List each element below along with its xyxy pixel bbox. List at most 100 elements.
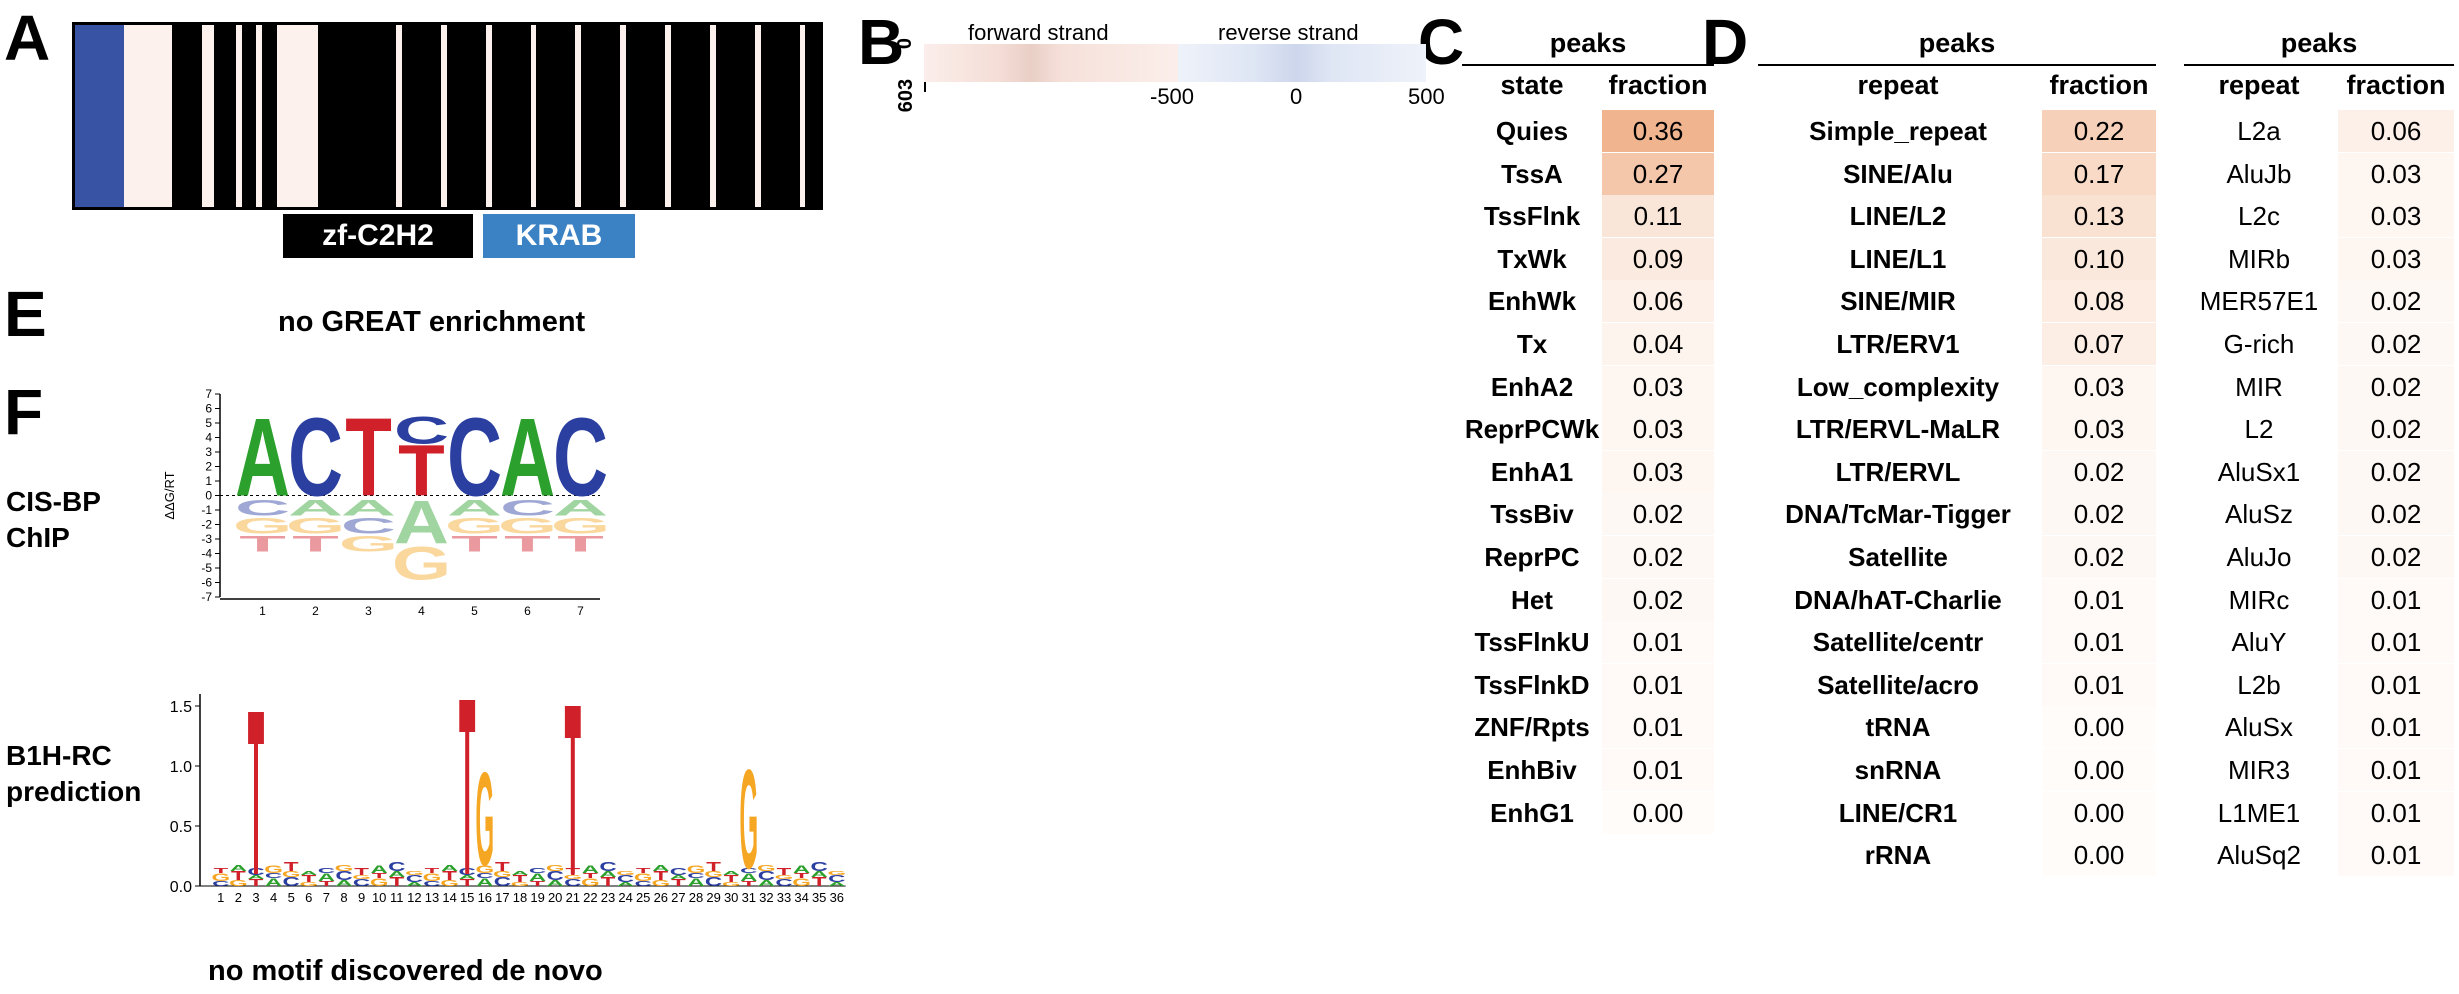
repeat-family-row: G-rich 0.02	[2184, 323, 2454, 365]
repeat-class-row-value: 0.03	[2042, 365, 2156, 408]
cisbp-letter-negative: G	[233, 513, 292, 538]
state-row: EnhA1 0.03	[1462, 450, 1714, 493]
repeat-class-row-label: Low_complexity	[1796, 371, 2000, 402]
state-row-label: TssBiv	[1490, 499, 1574, 530]
b1h-letter: A	[723, 870, 741, 876]
b1h-letter: A	[599, 870, 616, 879]
repeat-class-row-label: Simple_repeat	[1809, 116, 1987, 146]
domain-segment	[715, 25, 755, 207]
b1h-letter: C	[265, 872, 283, 880]
repeat-class-row: DNA/TcMar-Tigger 0.02	[1758, 493, 2156, 536]
repeat-family-row-value: 0.01	[2338, 834, 2454, 877]
b1h-x-tick-label: 18	[513, 890, 527, 905]
b1h-letter: T	[301, 873, 316, 884]
repeat-class-row: Satellite/acro 0.01	[1758, 663, 2156, 706]
repeat-family-row-label: MIRb	[2227, 243, 2291, 274]
panel-letter-b: B	[858, 6, 905, 78]
domain-segment	[670, 25, 710, 207]
panel-letter-f: F	[4, 376, 44, 448]
state-row-label: Het	[1511, 584, 1553, 615]
repeat-family-row-value: 0.02	[2338, 493, 2454, 536]
state-row-label: Quies	[1495, 116, 1569, 146]
repeat-class-row-value: 0.07	[2042, 323, 2156, 365]
heatmap-y-bottom: 603	[895, 78, 918, 113]
repeat-family-row-label: MIR	[2235, 371, 2283, 402]
state-row: EnhA2 0.03	[1462, 365, 1714, 408]
b1h-letter: G	[352, 874, 371, 880]
domain-segment	[75, 25, 124, 207]
repeat-family-row-value: 0.02	[2338, 408, 2454, 451]
repeat-class-row-label: DNA/TcMar-Tigger	[1785, 499, 2011, 530]
cisbp-motif-logo: 76543210-1-2-3-4-5-6-7ΔΔG/RT1ACGT2CAGT3T…	[162, 387, 610, 618]
b1h-letter: C	[617, 873, 634, 884]
repeat-class-row: tRNA 0.00	[1758, 706, 2156, 749]
panel-letter-d: D	[1702, 6, 1749, 78]
b1h-letter: C	[599, 861, 617, 875]
cisbp-y-tick-label: 3	[205, 445, 212, 459]
repeat-family-row: AluSz 0.02	[2184, 493, 2454, 536]
b1h-x-tick-label: 22	[583, 890, 597, 905]
repeat-class-row-value: 0.02	[2042, 450, 2156, 493]
reverse-strand-label: reverse strand	[1218, 20, 1359, 45]
cisbp-letter-negative: A	[394, 488, 449, 557]
repeat-family-row-value: 0.01	[2338, 621, 2454, 664]
b1h-letter: C	[406, 873, 423, 884]
b1h-x-tick-label: 20	[548, 890, 562, 905]
repeat-family-row: L2 0.02	[2184, 408, 2454, 451]
state-row-value: 0.03	[1602, 450, 1714, 493]
domain-segment	[754, 25, 761, 207]
b1h-letter: T	[319, 880, 334, 888]
b1h-letter: G	[775, 874, 794, 880]
state-row-label: ZNF/Rpts	[1474, 712, 1590, 743]
b1h-x-tick-label: 31	[742, 890, 756, 905]
b1h-motif-logo: 1.51.00.50.01CGT2GTA3TAC4ACG5CGT6GTA7TAC…	[170, 694, 846, 905]
b1h-letter-t-top	[459, 700, 476, 732]
repeat-family-row-value: 0.06	[2338, 110, 2454, 152]
repeat-family-row-label: L1ME1	[2217, 797, 2301, 828]
b1h-letter: T	[812, 876, 827, 890]
b1h-letter: A	[247, 874, 265, 880]
b1h-x-tick-label: 36	[830, 890, 844, 905]
repeat-family-row: AluY 0.01	[2184, 621, 2454, 664]
domain-segment	[620, 25, 627, 207]
b1h-letter: T	[354, 866, 369, 877]
b1h-letter: T	[671, 877, 686, 888]
repeat-family-row-value: 0.02	[2338, 536, 2454, 578]
repeat-family-row: MIRb 0.03	[2184, 237, 2454, 280]
state-row-value: 0.27	[1602, 152, 1714, 195]
b1h-letter: C	[811, 861, 829, 875]
b1h-letter: C	[740, 867, 758, 875]
cisbp-x-tick-label: 4	[418, 604, 425, 618]
repeat-class-row-label: DNA/hAT-Charlie	[1794, 584, 2002, 615]
repeat-family-row-label: AluSx1	[2217, 456, 2301, 487]
domain-segment	[256, 25, 263, 207]
repeat-family-row-label: L2c	[2238, 201, 2280, 232]
repeat-family-row: L1ME1 0.01	[2184, 791, 2454, 834]
domain-segment	[575, 25, 582, 207]
state-row: TxWk 0.09	[1462, 237, 1714, 280]
b1h-x-tick-label: 21	[566, 890, 580, 905]
b1h-x-tick-label: 17	[495, 890, 509, 905]
b1h-letter: G	[651, 879, 670, 888]
repeat-class-row: LTR/ERV1 0.07	[1758, 323, 2156, 365]
cisbp-letter: T	[345, 396, 392, 520]
state-row-value: 0.06	[1602, 280, 1714, 323]
cisbp-letter: C	[447, 396, 502, 520]
state-row-value: 0.36	[1602, 110, 1714, 152]
state-row-label: EnhA2	[1490, 371, 1574, 402]
b1h-letter: G	[211, 871, 230, 883]
domain-segment	[665, 25, 671, 207]
repeat-class-row-value: 0.02	[2042, 493, 2156, 536]
cisbp-y-tick-label: -1	[201, 503, 212, 517]
b1h-letter: G	[299, 881, 318, 887]
b1h-letter: C	[705, 876, 723, 890]
b1h-x-tick-label: 35	[812, 890, 826, 905]
cisbp-letter-negative: C	[500, 495, 555, 520]
repeat-class-row-value: 0.01	[2042, 663, 2156, 706]
b1h-letter: A	[230, 864, 247, 873]
b1h-x-tick-label: 14	[442, 890, 456, 905]
b1h-letter: A	[617, 881, 635, 887]
b1h-letter: G	[687, 863, 706, 875]
b1h-letter: T	[777, 866, 792, 877]
b1h-x-tick-label: 27	[671, 890, 685, 905]
